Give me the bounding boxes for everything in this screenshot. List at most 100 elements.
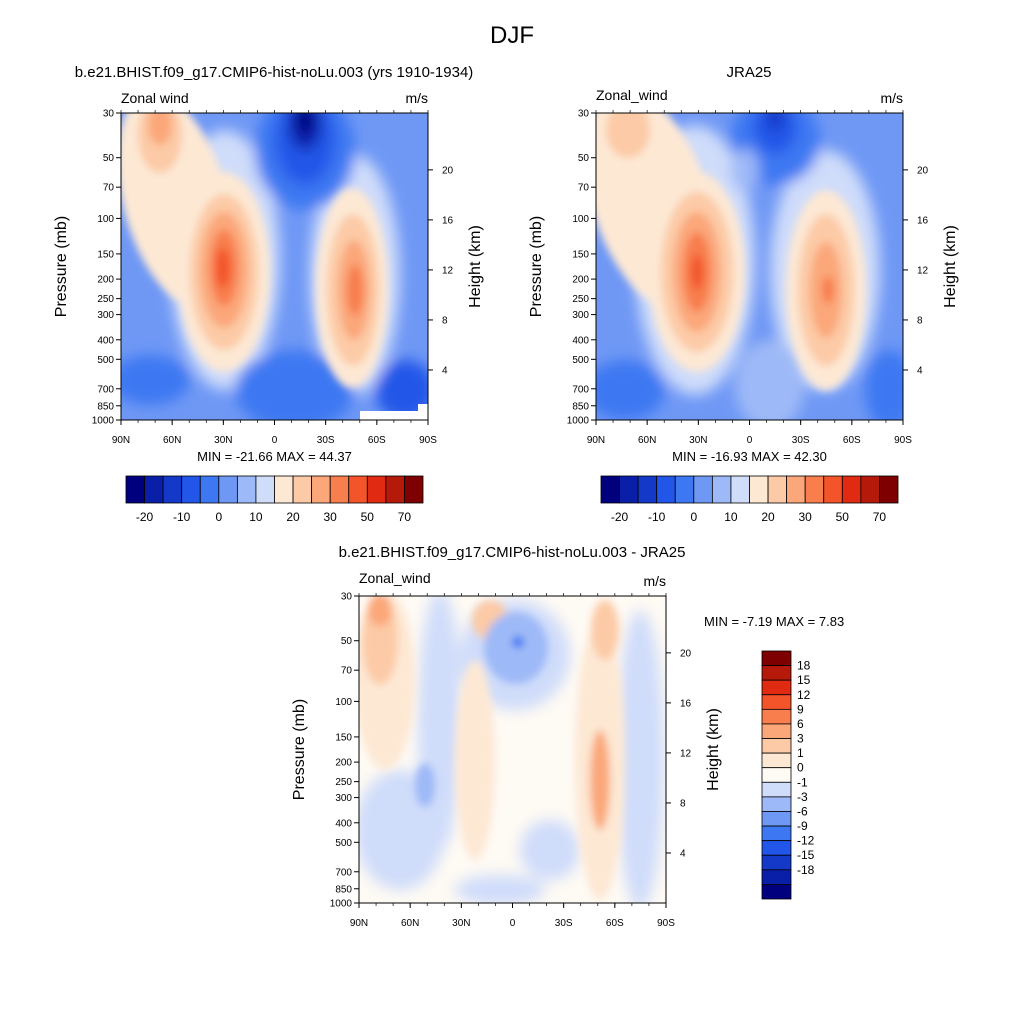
height-tick-label: 16 xyxy=(917,215,929,226)
height-tick-label: 4 xyxy=(917,365,923,376)
colorbar-swatch xyxy=(181,475,201,504)
pressure-tick-label: 50 xyxy=(341,636,353,647)
axes-layer: 3050701001502002503004005007008501000201… xyxy=(53,109,959,930)
height-tick-label: 4 xyxy=(680,848,686,859)
pressure-tick-label: 200 xyxy=(572,275,589,286)
colorbar-label: 30 xyxy=(799,510,813,524)
colorbar-label: 18 xyxy=(797,659,811,673)
colorbar-swatch xyxy=(199,475,220,504)
colorbar-label: 0 xyxy=(690,510,697,524)
pressure-tick-label: 30 xyxy=(341,592,353,603)
colorbar-swatch xyxy=(761,796,792,812)
y-axis-label: Pressure (mb) xyxy=(528,216,545,317)
colorbar-label: -1 xyxy=(797,775,808,789)
colorbar-swatch xyxy=(804,475,825,504)
pressure-tick-label: 70 xyxy=(103,183,115,194)
pressure-tick-label: 1000 xyxy=(567,416,590,427)
pressure-tick-label: 30 xyxy=(578,109,590,120)
panel-right-string: m/s xyxy=(643,573,666,589)
panel-left-string: Zonal wind xyxy=(121,90,189,106)
pressure-tick-label: 50 xyxy=(578,153,590,164)
colorbar-swatch xyxy=(761,752,792,769)
panel-stats: MIN = -16.93 MAX = 42.30 xyxy=(672,449,827,464)
colorbar-label: -20 xyxy=(136,510,154,524)
colorbar-swatch xyxy=(823,475,843,504)
pressure-tick-label: 300 xyxy=(97,310,114,321)
y2-axis-label: Height (km) xyxy=(705,708,722,791)
height-tick-label: 20 xyxy=(680,648,692,659)
colorbar-swatch xyxy=(879,475,899,504)
pressure-tick-label: 400 xyxy=(335,818,352,829)
contour-field xyxy=(121,113,428,420)
panel-right-string: m/s xyxy=(880,90,903,106)
pressure-tick-label: 70 xyxy=(578,183,590,194)
colorbar-swatch xyxy=(761,679,792,696)
colorbar-swatch xyxy=(761,869,792,885)
colorbar-label: 50 xyxy=(361,510,375,524)
colorbar-label: -18 xyxy=(797,863,815,877)
colorbar-swatch xyxy=(366,475,387,504)
colorbar-label: -10 xyxy=(648,510,666,524)
height-tick-label: 16 xyxy=(442,215,454,226)
colorbar-swatch xyxy=(144,475,164,504)
pressure-tick-label: 100 xyxy=(572,214,589,225)
colorbar-swatch xyxy=(761,665,792,681)
panel-title: b.e21.BHIST.f09_g17.CMIP6-hist-noLu.003 … xyxy=(75,64,474,81)
y-axis-label: Pressure (mb) xyxy=(53,216,70,317)
colorbar-swatch xyxy=(761,781,792,798)
colorbar-swatch xyxy=(730,475,750,504)
colorbar-label: -20 xyxy=(611,510,629,524)
panel-title: JRA25 xyxy=(726,64,771,81)
colorbar-swatch xyxy=(637,475,658,504)
panel-stats: MIN = -7.19 MAX = 7.83 xyxy=(704,614,844,629)
lat-tick-label: 60S xyxy=(368,435,386,446)
colorbar-label: 6 xyxy=(797,717,804,731)
y2-axis-label: Height (km) xyxy=(467,225,484,308)
pressure-tick-label: 1000 xyxy=(330,899,353,910)
panel-left-string: Zonal_wind xyxy=(359,570,431,586)
height-tick-label: 20 xyxy=(442,165,454,176)
colorbar-swatch xyxy=(404,475,424,504)
panel-axes: 30 50 70 100 150 200 250 300 400 500 700 850 1000 20 1… xyxy=(53,109,484,465)
colorbar-label: -9 xyxy=(797,819,808,833)
panel-difference: b.e21.BHIST.f09_g17.CMIP6-hist-noLu.003 … xyxy=(339,544,844,903)
colorbar-swatch xyxy=(162,475,183,504)
lat-tick-label: 90N xyxy=(587,435,605,446)
pressure-tick-label: 150 xyxy=(335,732,352,743)
colorbar-swatch xyxy=(761,767,792,783)
lat-tick-label: 30N xyxy=(214,435,232,446)
pressure-tick-label: 700 xyxy=(97,384,114,395)
pressure-tick-label: 30 xyxy=(103,109,115,120)
colorbar-swatch xyxy=(311,475,331,504)
lat-tick-label: 60S xyxy=(843,435,861,446)
panel-title: b.e21.BHIST.f09_g17.CMIP6-hist-noLu.003 … xyxy=(339,544,686,561)
panel-left-string: Zonal_wind xyxy=(596,87,668,103)
colorbar-label: 3 xyxy=(797,732,804,746)
height-tick-label: 20 xyxy=(917,165,929,176)
colorbar-swatch xyxy=(674,475,695,504)
contour-field xyxy=(359,596,666,903)
colorbar-swatch xyxy=(860,475,880,504)
colorbar-swatch xyxy=(761,884,792,900)
lat-tick-label: 30S xyxy=(555,918,573,929)
panel-obs: JRA25 Zonal_wind m/s xyxy=(596,64,903,420)
colorbar-swatch xyxy=(693,475,713,504)
colorbar-label: -15 xyxy=(797,848,815,862)
pressure-tick-label: 100 xyxy=(97,214,114,225)
lat-tick-label: 0 xyxy=(272,435,278,446)
panel-model: b.e21.BHIST.f09_g17.CMIP6-hist-noLu.003 … xyxy=(75,64,474,420)
lat-tick-label: 60N xyxy=(638,435,656,446)
colorbar-swatch xyxy=(761,840,792,856)
pressure-tick-label: 300 xyxy=(572,310,589,321)
colorbar-swatch xyxy=(761,723,792,739)
height-tick-label: 4 xyxy=(442,365,448,376)
pressure-tick-label: 850 xyxy=(97,401,114,412)
pressure-tick-label: 300 xyxy=(335,793,352,804)
pressure-tick-label: 100 xyxy=(335,697,352,708)
panel-right-string: m/s xyxy=(405,90,428,106)
colorbar-swatch xyxy=(761,694,792,710)
colorbar-swatch xyxy=(600,475,620,504)
colorbar-swatch xyxy=(841,475,862,504)
